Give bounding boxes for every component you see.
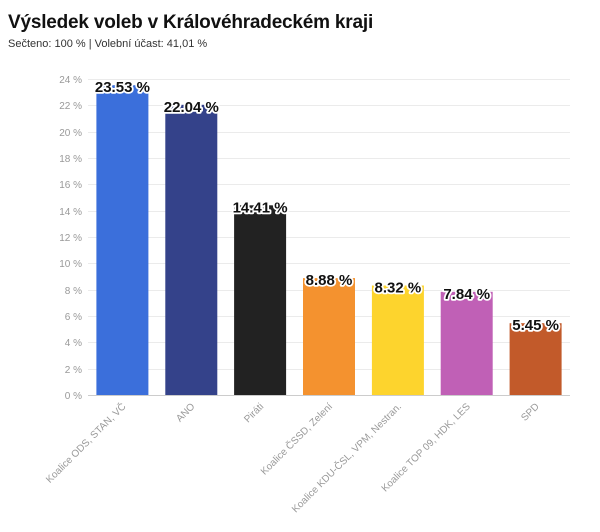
chart-header: Výsledek voleb v Královéhradeckém kraji … <box>8 12 592 51</box>
y-tick-label: 14 % <box>59 207 82 218</box>
bar[interactable] <box>96 85 149 395</box>
chart-subtitle: Sečteno: 100 % | Volební účast: 41,01 % <box>8 38 208 50</box>
y-tick-label: 12 % <box>59 233 82 244</box>
y-tick-label: 20 % <box>59 128 82 139</box>
data-label: 8.32 % <box>375 280 422 297</box>
y-tick-label: 0 % <box>65 391 82 402</box>
y-tick-label: 24 % <box>59 75 82 86</box>
data-label: 23.53 % <box>95 79 150 96</box>
x-tick-label: Piráti <box>242 401 266 425</box>
y-tick-label: 18 % <box>59 154 82 165</box>
bars <box>96 85 562 396</box>
data-labels: 23.53 % 22.04 % 14.41 % 8.88 % 8.32 % 7.84 % 5… <box>93 77 561 336</box>
data-label: 8.88 % <box>306 272 353 289</box>
y-tick-label: 4 % <box>65 338 82 349</box>
y-tick-label: 10 % <box>59 259 82 270</box>
y-tick-label: 16 % <box>59 180 82 191</box>
y-tick-label: 2 % <box>65 365 82 376</box>
bar[interactable] <box>303 278 355 395</box>
data-label: 14.41 % <box>233 199 288 216</box>
y-tick-label: 8 % <box>65 286 82 297</box>
y-axis: 0 % 2 % 4 % 6 % 8 % 10 % 12 % 14 % 16 % 18 % 20 % 2… <box>59 75 82 402</box>
bar[interactable] <box>371 285 424 396</box>
y-tick-label: 22 % <box>59 101 82 112</box>
x-tick-label: Koalice ODS, STAN, VČ <box>43 400 129 486</box>
x-tick-label: SPD <box>519 401 541 423</box>
x-tick-label: ANO <box>174 401 197 424</box>
bar[interactable] <box>234 205 287 395</box>
bar[interactable] <box>165 104 218 396</box>
chart-title: Výsledek voleb v Královéhradeckém kraji <box>8 12 374 33</box>
data-label: 5.45 % <box>512 317 559 334</box>
bar[interactable] <box>509 323 562 395</box>
bar[interactable] <box>440 291 493 395</box>
data-label: 22.04 % <box>164 99 219 116</box>
data-label: 7.84 % <box>443 286 490 303</box>
x-tick-label: Koalice ČSSD, Zelení <box>258 400 336 478</box>
x-tick-label: Koalice KDU-ČSL, VPM, Nestran. <box>289 400 404 515</box>
y-tick-label: 6 % <box>65 312 82 323</box>
